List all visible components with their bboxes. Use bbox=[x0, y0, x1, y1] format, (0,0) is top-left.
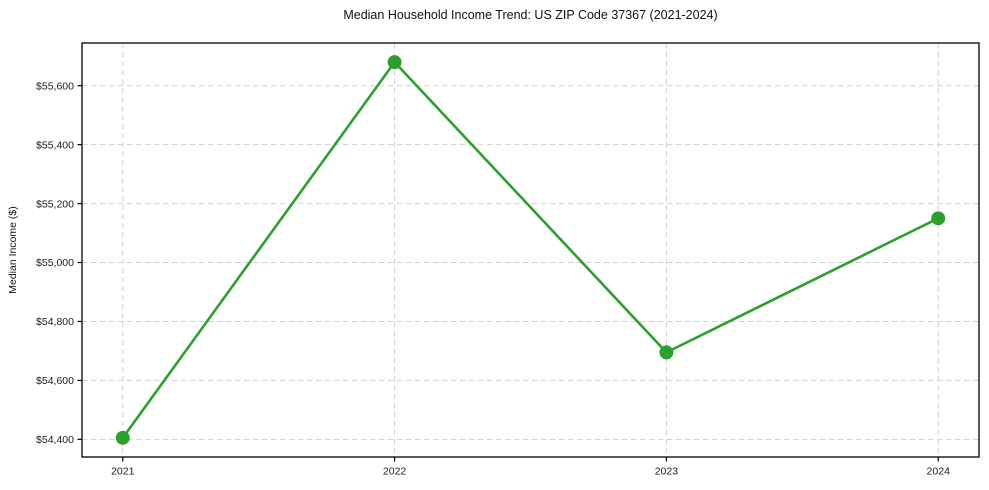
chart-title: Median Household Income Trend: US ZIP Co… bbox=[343, 8, 718, 22]
trend-line bbox=[121, 60, 940, 440]
y-axis-tick-label: $55,000 bbox=[36, 257, 74, 269]
data-point bbox=[115, 430, 130, 445]
x-axis-tick-label: 2022 bbox=[383, 466, 407, 478]
x-axis-tick-label: 2024 bbox=[927, 466, 951, 478]
y-axis-tick-label: $54,800 bbox=[36, 316, 74, 328]
x-axis-tick-label: 2023 bbox=[655, 466, 679, 478]
x-axis-tick-label: 2021 bbox=[111, 466, 135, 478]
plot-border bbox=[81, 42, 980, 458]
y-axis-tick-label: $55,600 bbox=[36, 80, 74, 92]
data-point bbox=[931, 211, 946, 226]
y-axis-tick-label: $55,200 bbox=[36, 198, 74, 210]
y-axis-tick-label: $55,400 bbox=[36, 139, 74, 151]
y-axis-tick-label: $54,600 bbox=[36, 375, 74, 387]
data-point bbox=[659, 345, 674, 360]
data-point bbox=[387, 55, 402, 70]
y-axis-tick-label: $54,400 bbox=[36, 434, 74, 446]
